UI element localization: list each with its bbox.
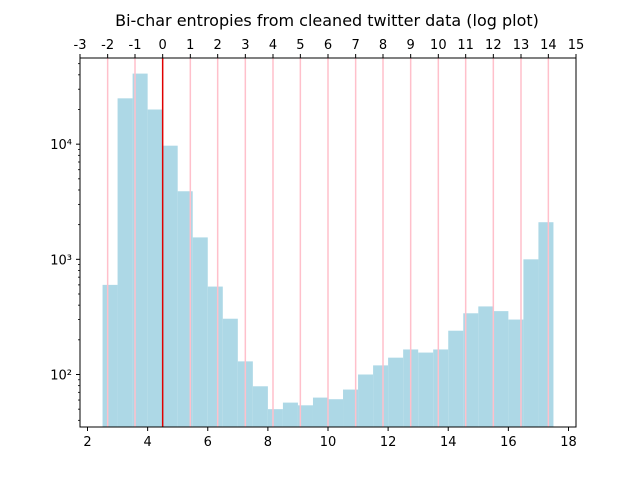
histogram-bar [328,399,344,427]
histogram-bar [297,405,313,427]
histogram-bar [267,409,283,427]
x-tick-label: 4 [143,435,151,450]
histogram-bar [162,145,178,427]
histogram-bar [508,319,524,427]
top-tick-label: -3 [74,38,87,53]
x-tick-label: 6 [204,435,212,450]
histogram-bar [493,311,509,427]
x-tick-label: 8 [264,435,272,450]
top-tick-label: 12 [485,38,502,53]
top-tick-label: 6 [324,38,332,53]
histogram-bar [448,330,464,427]
top-tick-label: -1 [129,38,142,53]
histogram-bars [102,73,554,427]
histogram-bar [117,98,133,427]
top-tick-label: 11 [457,38,474,53]
histogram-bar [222,318,238,427]
y-tick-label: 10² [50,368,72,383]
top-tick-label: 3 [241,38,249,53]
histogram-bar [463,313,479,427]
top-tick-label: 15 [568,38,585,53]
histogram-bar [147,109,163,427]
histogram-bar [418,352,434,427]
histogram-bar [388,357,404,427]
top-tick-label: 13 [513,38,530,53]
x-tick-label: 14 [440,435,457,450]
histogram-bar [102,284,118,427]
top-x-axis: -3 -2 -1 0 1 2 3 4 5 6 7 8 9 10 11 12 13 14 15 [74,38,585,58]
top-tick-label: -2 [101,38,114,53]
histogram-bar [252,386,268,427]
y-tick-label: 10⁴ [50,138,72,153]
x-tick-label: 12 [380,435,397,450]
x-tick-label: 2 [83,435,91,450]
histogram-bar [207,286,223,427]
x-tick-label: 10 [320,435,337,450]
histogram-bar [358,374,374,427]
top-tick-label: 4 [269,38,277,53]
histogram-bar [373,365,389,427]
histogram-bar [478,306,494,427]
histogram-bar [282,402,298,427]
histogram-bar [177,191,193,427]
bottom-x-axis: 2 4 6 8 10 12 14 16 18 [83,427,577,450]
x-tick-label: 16 [500,435,517,450]
histogram-bar [538,222,554,427]
vertical-marker-lines [106,58,550,427]
left-y-axis: 10² 10³ 10⁴ [50,63,80,421]
histogram-bar [132,73,148,427]
histogram-bar [312,397,328,427]
top-tick-label: 10 [430,38,447,53]
histogram-bar [192,237,208,427]
histogram-bar [343,389,359,427]
top-tick-label: 5 [296,38,304,53]
top-tick-label: 2 [214,38,222,53]
top-tick-label: 0 [159,38,167,53]
top-tick-label: 1 [186,38,194,53]
x-tick-label: 18 [560,435,577,450]
top-tick-label: 9 [407,38,415,53]
histogram-bar [523,259,539,427]
y-tick-label: 10³ [50,253,72,268]
chart-title: Bi-char entropies from cleaned twitter d… [115,11,539,30]
top-tick-label: 14 [540,38,557,53]
top-tick-label: 7 [352,38,360,53]
top-tick-label: 8 [379,38,387,53]
histogram-bar [433,349,449,427]
